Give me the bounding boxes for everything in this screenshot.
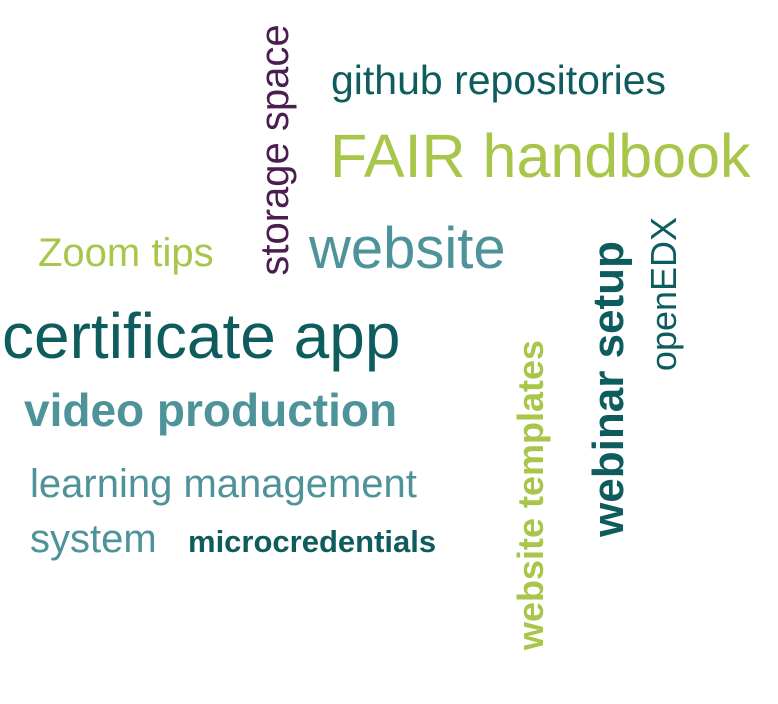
word-openedx: openEDX xyxy=(646,199,686,389)
word-certificate-app: certificate app xyxy=(2,304,400,368)
word-zoom-tips: Zoom tips xyxy=(38,233,214,273)
word-system: system xyxy=(30,519,157,559)
word-learning-management: learning management xyxy=(30,464,417,504)
word-fair-handbook: FAIR handbook xyxy=(330,126,751,187)
word-webinar-setup: webinar setup xyxy=(587,199,633,579)
word-website-templates: website templates xyxy=(513,295,551,695)
word-website: website xyxy=(309,220,506,278)
word-github-repositories: github repositories xyxy=(331,60,666,101)
word-microcredentials: microcredentials xyxy=(188,526,436,557)
word-storage-space: storage space xyxy=(255,0,295,300)
word-video-production: video production xyxy=(24,387,397,433)
